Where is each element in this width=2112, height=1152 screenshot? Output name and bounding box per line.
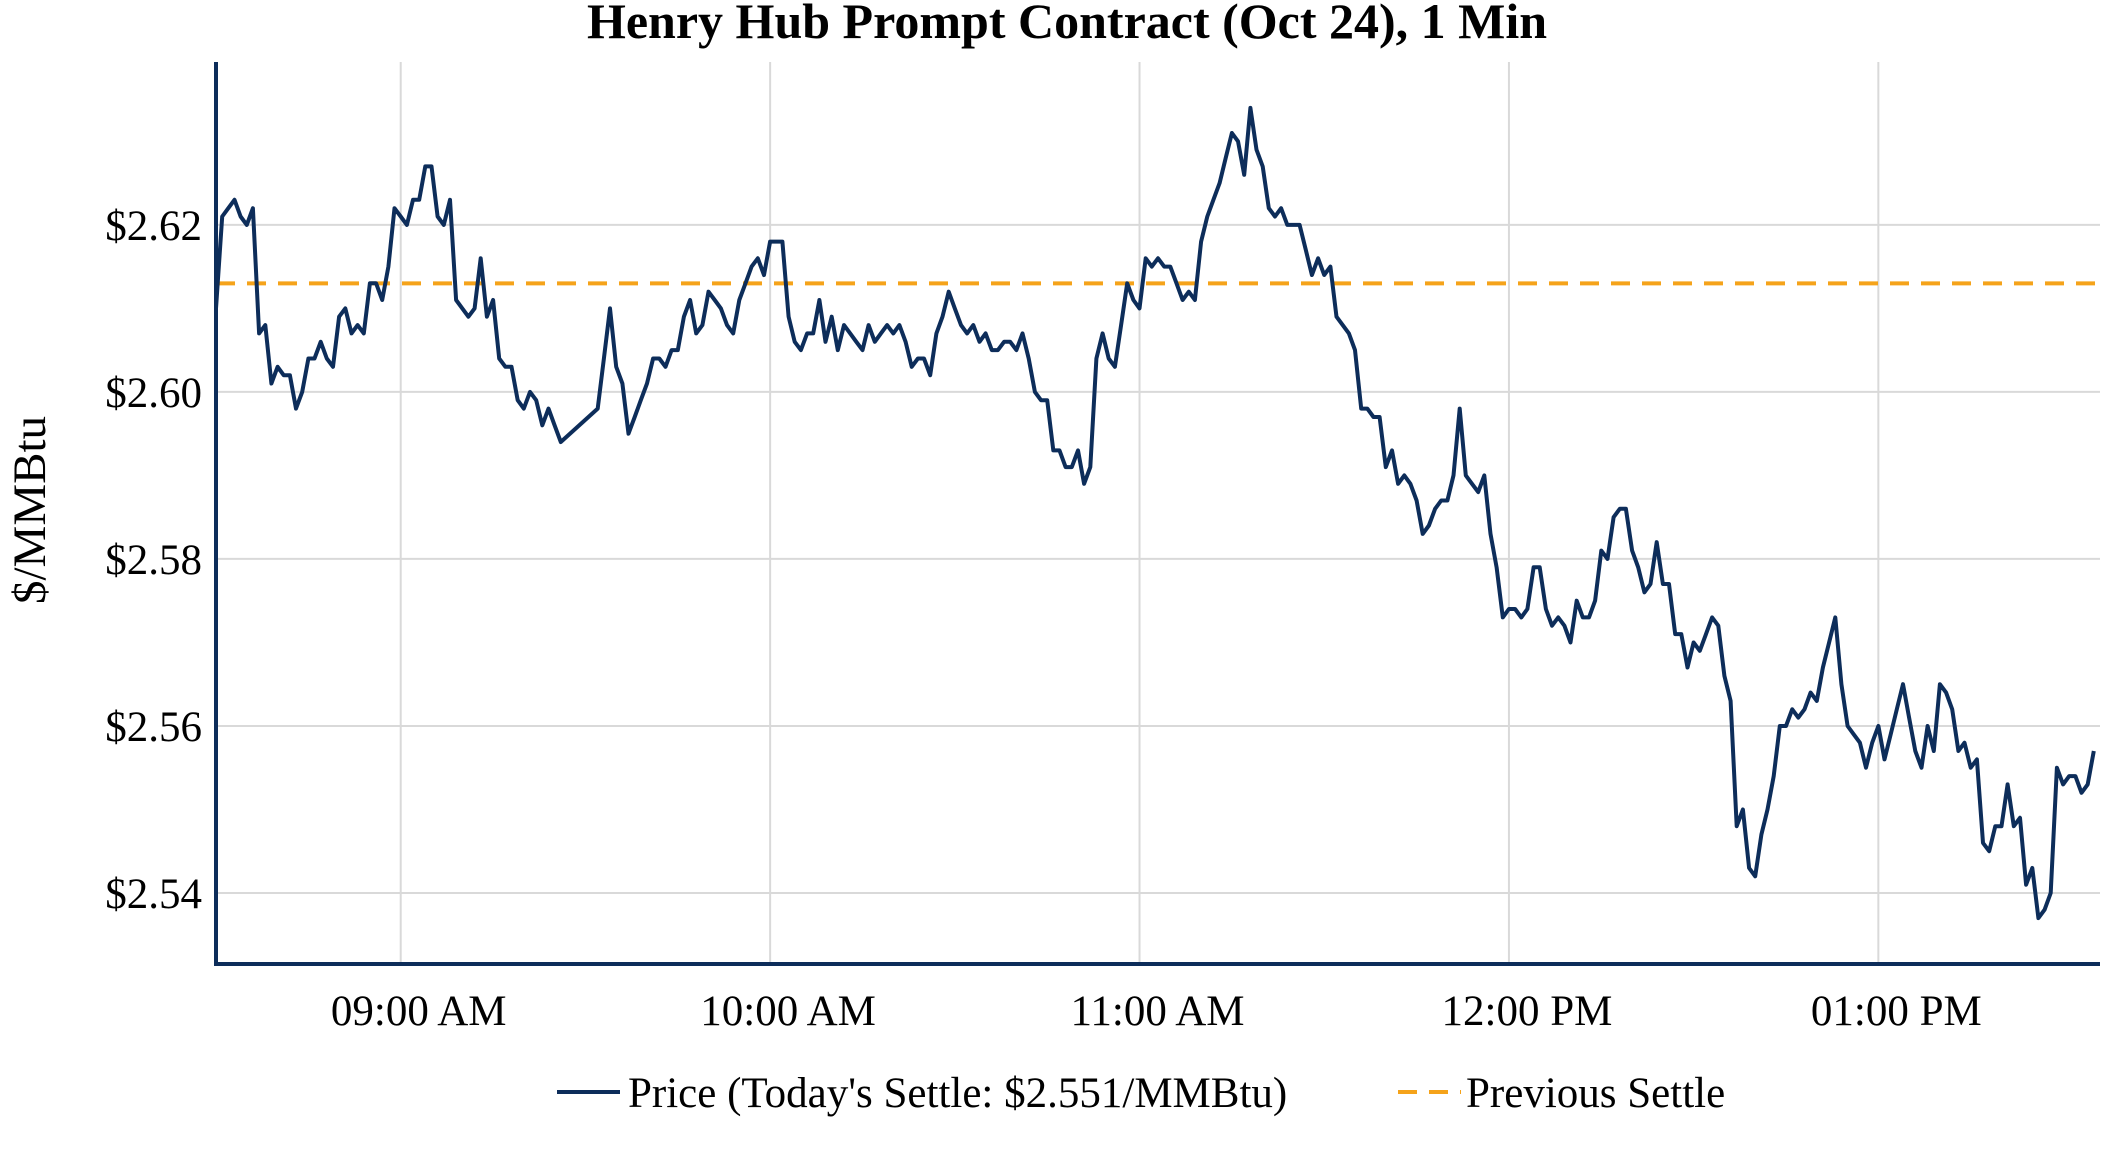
legend-price-label: Price (Today's Settle: $2.551/MMBtu) bbox=[628, 1070, 1287, 1117]
y-tick-label: $2.62 bbox=[105, 203, 202, 250]
grid-lines bbox=[216, 62, 2100, 964]
x-tick-label: 01:00 PM bbox=[1811, 988, 1982, 1035]
chart-title: Henry Hub Prompt Contract (Oct 24), 1 Mi… bbox=[587, 0, 1547, 49]
x-axis-ticks: 09:00 AM 10:00 AM 11:00 AM 12:00 PM 01:00 PM bbox=[331, 988, 1982, 1035]
legend: Price (Today's Settle: $2.551/MMBtu) Pre… bbox=[557, 1070, 1725, 1117]
y-tick-label: $2.54 bbox=[105, 871, 202, 918]
y-tick-label: $2.60 bbox=[105, 370, 202, 417]
x-tick-label: 10:00 AM bbox=[700, 988, 876, 1035]
y-tick-label: $2.58 bbox=[105, 537, 202, 584]
legend-previous-settle-label: Previous Settle bbox=[1466, 1070, 1725, 1117]
x-tick-label: 11:00 AM bbox=[1071, 988, 1245, 1035]
x-tick-label: 12:00 PM bbox=[1442, 988, 1613, 1035]
x-tick-label: 09:00 AM bbox=[331, 988, 507, 1035]
price-series-line bbox=[214, 105, 2096, 921]
y-axis-ticks: $2.54 $2.56 $2.58 $2.60 $2.62 bbox=[105, 203, 202, 918]
y-axis-label: $/MMBtu bbox=[4, 416, 56, 604]
y-tick-label: $2.56 bbox=[105, 704, 202, 751]
